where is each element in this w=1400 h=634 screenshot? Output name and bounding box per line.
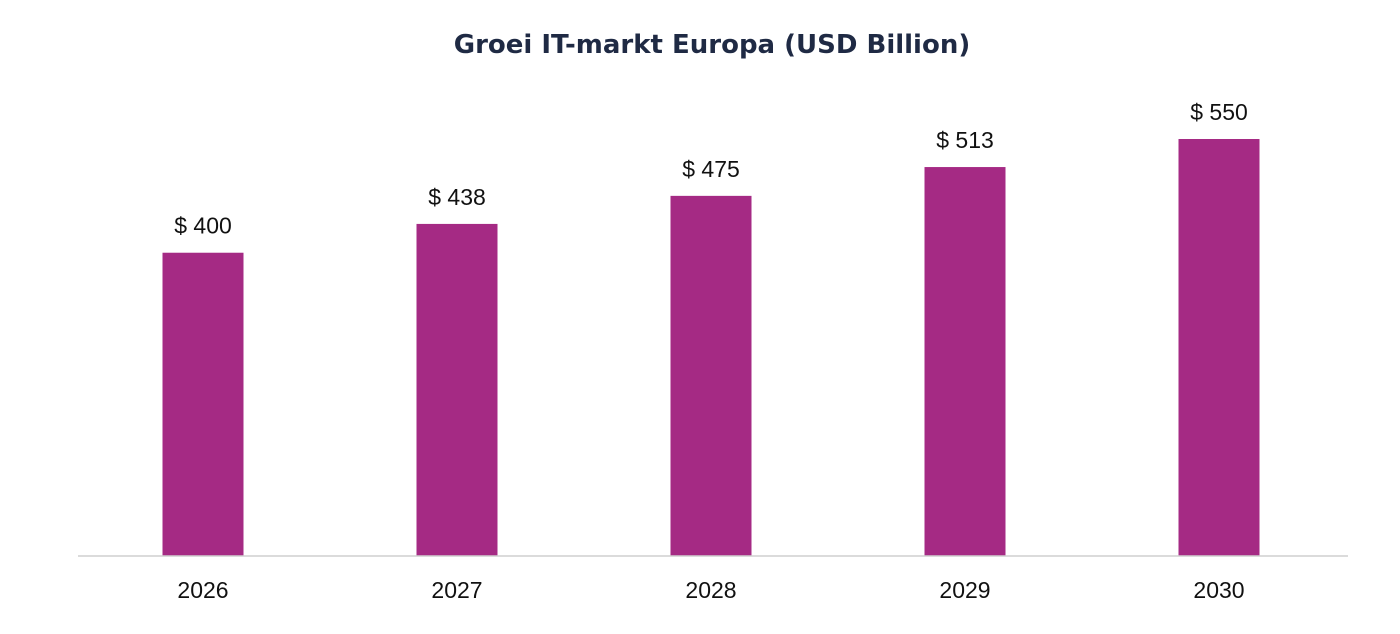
x-tick-label-2026: 2026 [177, 577, 228, 603]
x-tick-label-2028: 2028 [685, 577, 736, 603]
chart-title: Groei IT-markt Europa (USD Billion) [453, 30, 971, 60]
value-label-2028: $ 475 [682, 156, 740, 182]
x-tick-labels: 2026 2027 2028 2029 2030 [177, 577, 1244, 603]
bar-2026 [162, 252, 244, 556]
x-tick-label-2027: 2027 [431, 577, 482, 603]
value-label-2029: $ 513 [936, 127, 994, 153]
bar-2027 [416, 223, 498, 556]
bar-2028 [670, 195, 752, 556]
bar-2030 [1178, 139, 1260, 556]
bar-2029 [924, 167, 1006, 556]
bars-layer [162, 139, 1260, 556]
value-label-2027: $ 438 [428, 184, 486, 210]
labels-layer: $ 400 $ 438 $ 475 $ 513 $ 550 [174, 99, 1248, 239]
x-tick-label-2030: 2030 [1193, 577, 1244, 603]
value-label-2030: $ 550 [1190, 99, 1248, 125]
x-tick-label-2029: 2029 [939, 577, 990, 603]
value-label-2026: $ 400 [174, 213, 232, 239]
